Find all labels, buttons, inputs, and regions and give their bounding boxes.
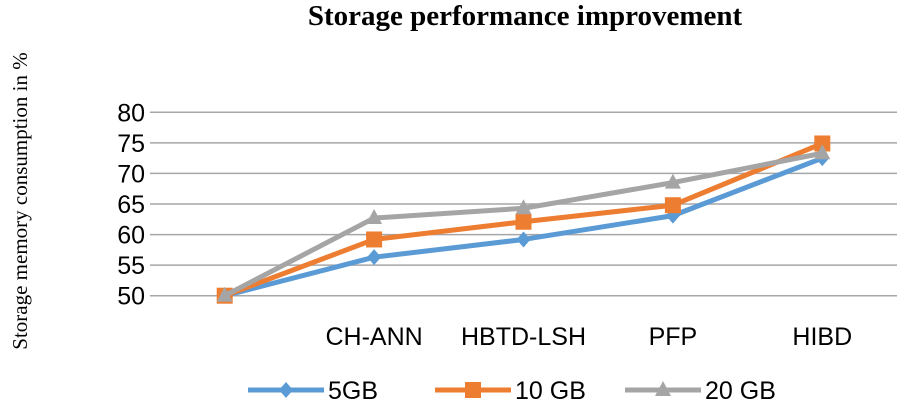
square-marker bbox=[664, 197, 681, 214]
diamond-marker bbox=[279, 382, 293, 398]
y-tick-label: 55 bbox=[117, 252, 145, 280]
legend-item: 5GB bbox=[248, 377, 378, 405]
y-tick-label: 75 bbox=[117, 130, 145, 158]
legend-label: 10 GB bbox=[515, 377, 586, 405]
chart-title: Storage performance improvement bbox=[307, 0, 743, 32]
y-tick-label: 50 bbox=[117, 283, 145, 311]
legend-label: 20 GB bbox=[705, 377, 776, 405]
square-marker bbox=[814, 135, 831, 152]
series-10gb bbox=[216, 135, 831, 304]
square-marker bbox=[515, 213, 532, 230]
y-tick-label: 60 bbox=[117, 222, 145, 250]
x-tick-label: CH-ANN bbox=[325, 323, 422, 351]
triangle-marker bbox=[655, 381, 671, 396]
triangle-marker bbox=[216, 286, 233, 302]
diamond-marker bbox=[516, 231, 531, 248]
triangle-marker bbox=[664, 173, 681, 189]
legend-item: 20 GB bbox=[625, 377, 776, 405]
legend-item: 10 GB bbox=[435, 377, 586, 405]
x-tick-label: PFP bbox=[649, 323, 698, 351]
y-tick-label: 65 bbox=[117, 191, 145, 219]
x-tick-label: HBTD-LSH bbox=[461, 323, 586, 351]
y-tick-label: 70 bbox=[117, 160, 145, 188]
triangle-marker bbox=[366, 209, 383, 225]
square-marker bbox=[465, 382, 481, 398]
x-tick-label: HIBD bbox=[792, 323, 852, 351]
legend-label: 5GB bbox=[328, 377, 378, 405]
series-20gb bbox=[216, 144, 831, 302]
triangle-marker bbox=[814, 144, 831, 160]
diamond-marker bbox=[367, 249, 382, 266]
y-tick-label: 80 bbox=[117, 99, 145, 127]
triangle-marker bbox=[515, 199, 532, 215]
square-marker bbox=[366, 231, 383, 248]
